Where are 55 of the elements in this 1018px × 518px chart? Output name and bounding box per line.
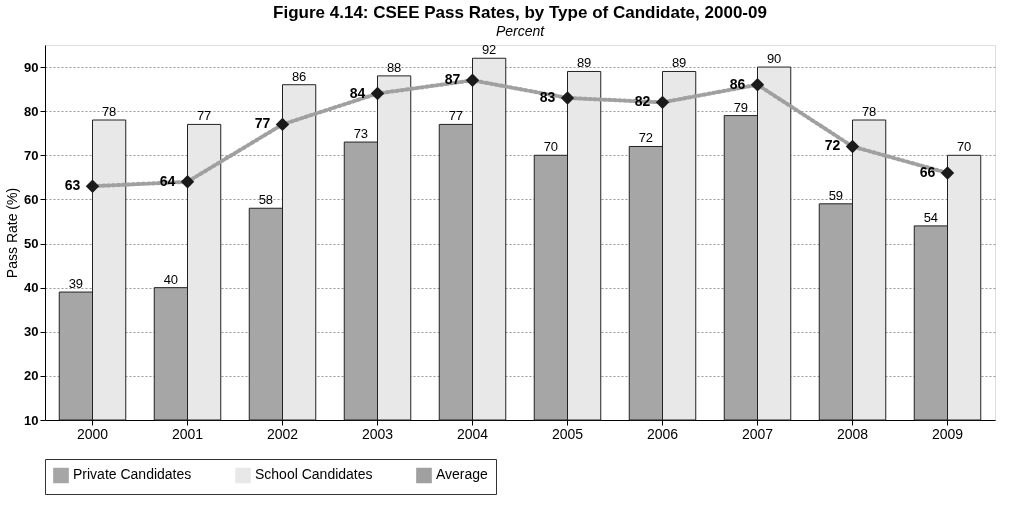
legend-label: School Candidates — [255, 466, 373, 483]
data-label: 73 — [353, 126, 369, 142]
x-tick-label: 2005 — [551, 425, 584, 442]
chart-title: Figure 4.14: CSEE Pass Rates, by Type of Candidate, 2000-09 — [273, 3, 767, 23]
y-tick-label: 50 — [24, 236, 39, 252]
y-tick-label: 30 — [24, 324, 39, 340]
y-tick-label: 40 — [24, 280, 39, 296]
data-label: 72 — [824, 137, 841, 154]
x-tick-label: 2008 — [836, 425, 869, 442]
legend-label: Average — [436, 466, 489, 483]
data-label: 84 — [349, 84, 366, 101]
data-label: 79 — [733, 99, 749, 115]
x-tick-label: 2006 — [646, 425, 679, 442]
y-axis-title: Pass Rate (%) — [4, 187, 21, 279]
data-label: 86 — [291, 68, 307, 84]
y-tick-label: 10 — [24, 412, 39, 428]
x-tick-label: 2002 — [266, 425, 299, 442]
data-label: 40 — [163, 271, 179, 287]
x-tick-label: 2001 — [171, 425, 204, 442]
data-label: 70 — [956, 139, 972, 155]
data-label: 72 — [638, 130, 654, 146]
data-label: 87 — [444, 71, 461, 88]
data-label: 90 — [766, 51, 782, 67]
x-tick-label: 2000 — [76, 425, 109, 442]
data-label: 83 — [539, 88, 556, 105]
y-tick-label: 80 — [24, 103, 39, 119]
x-tick-label: 2009 — [931, 425, 964, 442]
x-tick-label: 2004 — [456, 425, 489, 442]
data-label: 88 — [386, 59, 402, 75]
data-label: 82 — [634, 93, 651, 110]
data-label: 89 — [671, 55, 687, 71]
x-tick-label: 2007 — [741, 425, 774, 442]
data-label: 64 — [159, 172, 176, 189]
data-label: 58 — [258, 192, 274, 208]
y-tick-label: 90 — [24, 59, 39, 75]
y-tick-label: 20 — [24, 368, 39, 384]
data-label: 77 — [448, 108, 464, 124]
data-label: 39 — [68, 276, 84, 292]
data-label: 70 — [543, 139, 559, 155]
y-tick-label: 70 — [24, 147, 39, 163]
data-label: 78 — [861, 104, 877, 119]
data-label: 66 — [919, 163, 936, 180]
data-label: 92 — [481, 42, 497, 58]
chart-subtitle: Percent — [495, 23, 546, 40]
legend-label: Private Candidates — [73, 466, 192, 483]
data-label: 89 — [576, 55, 592, 71]
y-tick-label: 60 — [24, 191, 39, 207]
data-label: 54 — [923, 209, 939, 225]
data-label: 59 — [828, 187, 844, 203]
data-label: 77 — [254, 115, 271, 132]
x-tick-label: 2003 — [361, 425, 394, 442]
data-label: 86 — [729, 75, 746, 92]
data-label: 63 — [64, 177, 81, 194]
data-label: 77 — [196, 108, 212, 124]
data-label: 78 — [101, 104, 117, 119]
